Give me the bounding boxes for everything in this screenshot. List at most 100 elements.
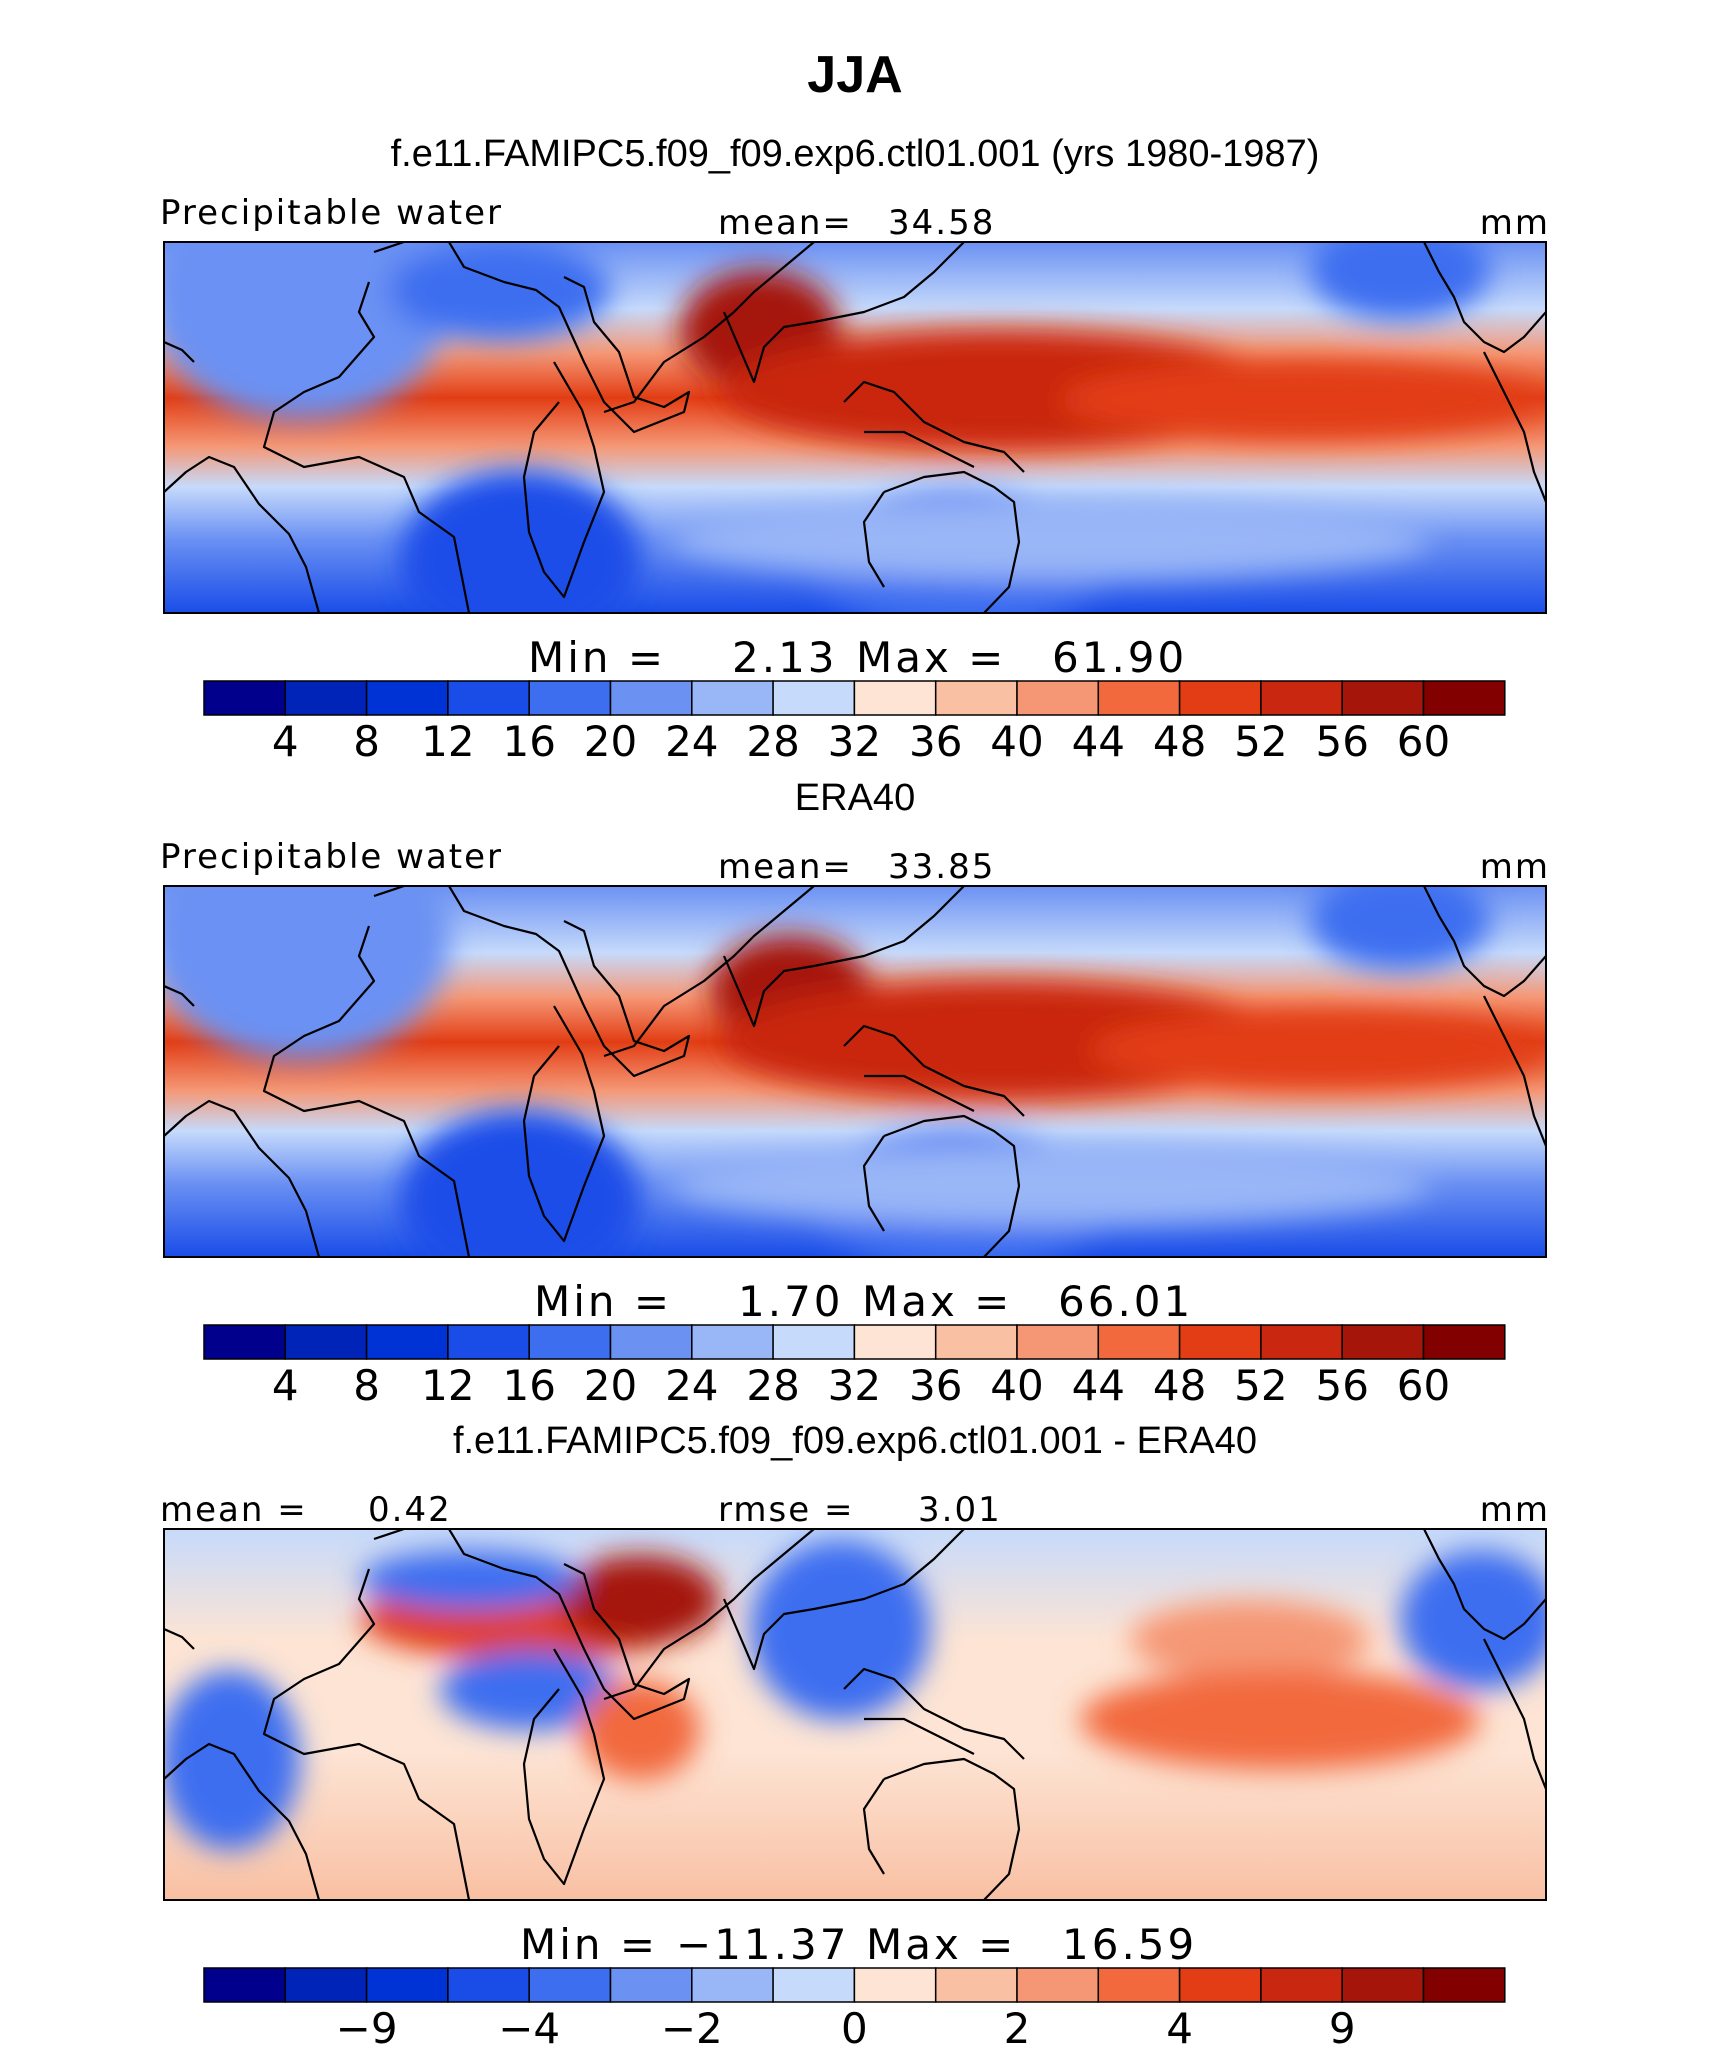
panel-reanalysis-colorbar-tick-label: 16: [502, 1361, 555, 1410]
panel-difference-colorbar-swatch: [609, 1967, 693, 2003]
panel-difference-colorbar-tick-label: 9: [1329, 2004, 1356, 2048]
panel-difference-colorbar-swatch: [447, 1967, 530, 2003]
panel-model-colorbar-swatch: [1016, 680, 1100, 716]
panel-difference-max-value: 16.59: [1062, 1920, 1197, 1969]
panel-reanalysis-colorbar-swatch: [853, 1324, 937, 1360]
panel-model-colorbar-swatch: [528, 680, 612, 716]
panel-reanalysis-colorbar-swatch: [203, 1324, 287, 1360]
panel-model-colorbar-swatch: [691, 680, 774, 716]
panel-model-colorbar-swatch: [365, 680, 449, 716]
panel-model-colorbar-swatch: [1260, 680, 1343, 716]
panel-difference-colorbar-tick-label: −9: [336, 2004, 398, 2048]
panel-model-colorbar-swatch: [284, 680, 368, 716]
panel-model-max-label: Max =: [856, 633, 1006, 682]
panel-difference-colorbar-swatch: [1097, 1967, 1181, 2003]
panel-difference-rmse-value: 3.01: [918, 1490, 1002, 1530]
panel-reanalysis-colorbar-tick-label: 52: [1234, 1361, 1287, 1410]
panel-difference-colorbar-swatch: [853, 1967, 937, 2003]
panel-reanalysis-colorbar-swatch: [1178, 1324, 1262, 1360]
panel-difference-colorbar-swatch: [691, 1967, 774, 2003]
panel-difference-colorbar-tick-label: −4: [498, 2004, 560, 2048]
panel-reanalysis-variable-label: Precipitable water: [160, 837, 503, 877]
panel-model-colorbar-tick-label: 20: [584, 717, 637, 766]
panel-model-colorbar-tick-label: 4: [272, 717, 299, 766]
panel-reanalysis-min-label: Min =: [534, 1277, 672, 1326]
panel-difference-colorbar-tick-label: 2: [1004, 2004, 1031, 2048]
panel-model-max-value: 61.90: [1052, 633, 1187, 682]
panel-model-colorbar-swatch: [1422, 680, 1506, 716]
panel-model-colorbar-tick-label: 28: [746, 717, 799, 766]
panel-reanalysis-colorbar-tick-label: 48: [1153, 1361, 1206, 1410]
panel-difference-colorbar-swatch: [772, 1967, 856, 2003]
panel-reanalysis-max-label: Max =: [862, 1277, 1012, 1326]
panel-reanalysis-map: [164, 886, 1546, 1257]
panel-reanalysis-colorbar-tick-label: 44: [1072, 1361, 1125, 1410]
panel-reanalysis-colorbar-swatch: [934, 1324, 1018, 1360]
panel-reanalysis-colorbar-swatch: [365, 1324, 449, 1360]
panel-model-colorbar-tick-label: 16: [502, 717, 555, 766]
panel-difference-min-label: Min =: [520, 1920, 658, 1969]
panel-model-colorbar-swatch: [1097, 680, 1181, 716]
panel-model-colorbar-swatch: [609, 680, 693, 716]
panel-reanalysis-colorbar-swatch: [528, 1324, 612, 1360]
panel-model-units: mm: [1480, 203, 1550, 243]
panel-difference-mean-value: 0.42: [368, 1490, 452, 1530]
panel-reanalysis-title: ERA40: [795, 777, 915, 819]
panel-model-colorbar-tick-label: 60: [1397, 717, 1450, 766]
panel-difference-colorbar-swatch: [1341, 1967, 1425, 2003]
panel-model-colorbar-swatch: [853, 680, 937, 716]
panel-reanalysis-colorbar-swatch: [691, 1324, 774, 1360]
panel-model-variable-label: Precipitable water: [160, 193, 503, 233]
panel-model-colorbar-tick-label: 32: [828, 717, 881, 766]
panel-model-map: [164, 242, 1546, 613]
panel-reanalysis-colorbar-swatch: [1016, 1324, 1100, 1360]
panel-difference-colorbar-tick-label: −2: [661, 2004, 723, 2048]
panel-difference-colorbar-swatch: [365, 1967, 449, 2003]
panel-reanalysis-colorbar-tick-label: 24: [665, 1361, 718, 1410]
panel-model-colorbar-tick-label: 52: [1234, 717, 1287, 766]
panel-reanalysis-colorbar-tick-label: 36: [909, 1361, 962, 1410]
panel-difference-colorbar-tick-label: 0: [841, 2004, 868, 2048]
panel-difference-colorbar-swatch: [528, 1967, 612, 2003]
panel-difference-max-label: Max =: [866, 1920, 1016, 1969]
panel-difference-units: mm: [1480, 1490, 1550, 1530]
panel-reanalysis-colorbar: 4 8 12 16 20 24 28 32 36 40 44 48 52 56 60: [203, 1324, 1506, 1410]
panel-reanalysis-colorbar-tick-label: 60: [1397, 1361, 1450, 1410]
panel-difference: f.e11.FAMIPC5.f09_f09.exp6.ctl01.001 - E…: [160, 1420, 1550, 2048]
panel-reanalysis-mean-value: 33.85: [888, 847, 995, 887]
panel-model-colorbar-swatch: [772, 680, 856, 716]
panel-difference-colorbar-swatch: [1422, 1967, 1506, 2003]
panel-difference-colorbar-swatch: [203, 1967, 287, 2003]
panel-model-min-label: Min =: [528, 633, 666, 682]
panel-model-mean-label: mean=: [718, 203, 853, 243]
panel-model-mean-value: 34.58: [888, 203, 995, 243]
panel-reanalysis-colorbar-tick-label: 8: [353, 1361, 380, 1410]
panel-model-colorbar: 4 8 12 16 20 24 28 32 36 40 44 48 52 56 60: [203, 680, 1506, 766]
panel-reanalysis-colorbar-tick-label: 28: [746, 1361, 799, 1410]
panel-difference-min-value: −11.37: [676, 1920, 849, 1969]
panel-reanalysis-colorbar-swatch: [1341, 1324, 1425, 1360]
panel-difference-colorbar-swatch: [284, 1967, 368, 2003]
panel-reanalysis-colorbar-swatch: [284, 1324, 368, 1360]
panel-difference-colorbar: −9 −4 −2 0 2 4 9: [203, 1967, 1506, 2048]
panel-difference-mean-label: mean =: [160, 1490, 308, 1530]
panel-model: f.e11.FAMIPC5.f09_f09.exp6.ctl01.001 (yr…: [160, 133, 1550, 766]
panel-reanalysis-colorbar-swatch: [772, 1324, 856, 1360]
panel-reanalysis-colorbar-tick-label: 4: [272, 1361, 299, 1410]
panel-reanalysis: ERA40 Precipitable water mean= 33.85 mm …: [160, 777, 1548, 1410]
panel-reanalysis-max-value: 66.01: [1058, 1277, 1193, 1326]
panel-reanalysis-mean-label: mean=: [718, 847, 853, 887]
panel-reanalysis-colorbar-swatch: [1260, 1324, 1343, 1360]
panel-reanalysis-colorbar-swatch: [1097, 1324, 1181, 1360]
panel-reanalysis-colorbar-swatch: [609, 1324, 693, 1360]
panel-model-colorbar-tick-label: 44: [1072, 717, 1125, 766]
panel-model-colorbar-swatch: [203, 680, 287, 716]
panel-model-colorbar-tick-label: 56: [1315, 717, 1368, 766]
panel-difference-map: [164, 1529, 1546, 1900]
panel-reanalysis-colorbar-tick-label: 12: [421, 1361, 474, 1410]
panel-model-colorbar-swatch: [447, 680, 530, 716]
panel-difference-rmse-label: rmse =: [718, 1490, 854, 1530]
panel-reanalysis-colorbar-swatch: [1422, 1324, 1506, 1360]
panel-model-colorbar-tick-label: 12: [421, 717, 474, 766]
